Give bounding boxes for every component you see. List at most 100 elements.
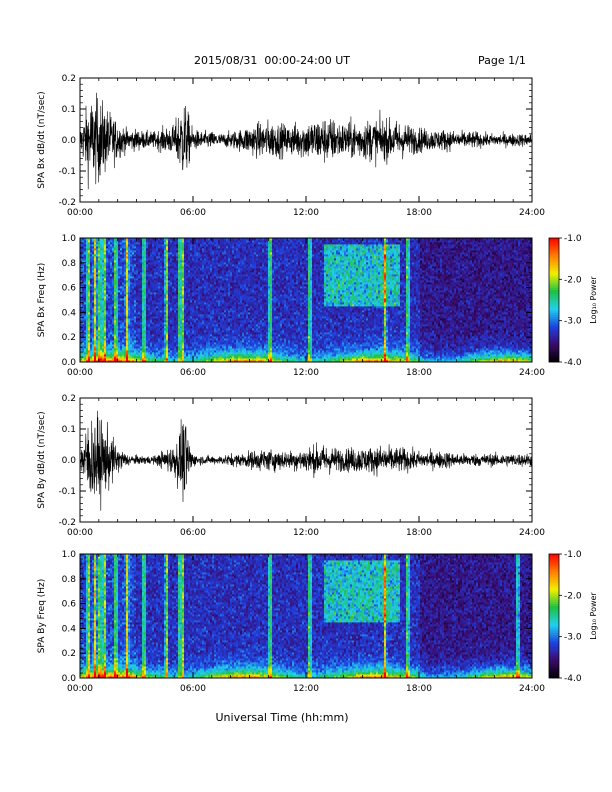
spectrogram-cell xyxy=(92,304,95,307)
spectrogram-cell xyxy=(108,242,111,245)
spectrogram-cell xyxy=(146,350,149,353)
spectrogram-cell xyxy=(172,284,175,287)
spectrogram-cell xyxy=(100,356,103,359)
spectrogram-cell xyxy=(86,246,89,249)
spectrogram-cell xyxy=(182,244,185,247)
spectrogram-cell xyxy=(106,358,109,361)
spectrogram-cell xyxy=(102,312,105,315)
spectrogram-cell xyxy=(134,284,137,287)
spectrogram-cell xyxy=(144,266,147,269)
spectrogram-cell xyxy=(142,290,145,293)
spectrogram-cell xyxy=(158,256,161,259)
spectrogram-cell xyxy=(80,282,83,285)
spectrogram-cell xyxy=(86,360,89,363)
spectrogram-cell xyxy=(172,308,175,311)
spectrogram-cell xyxy=(164,270,167,273)
spectrogram-cell xyxy=(160,252,163,255)
spectrogram-cell xyxy=(160,276,163,279)
spectrogram-cell xyxy=(154,240,157,243)
spectrogram-cell xyxy=(160,290,163,293)
spectrogram-cell xyxy=(128,314,131,317)
spectrogram-cell xyxy=(84,238,87,241)
spectrogram-cell xyxy=(92,270,95,273)
spectrogram-cell xyxy=(82,276,85,279)
spectrogram-cell xyxy=(126,342,129,345)
spectrogram-cell xyxy=(134,266,137,269)
spectrogram-cell xyxy=(152,270,155,273)
spectrogram-cell xyxy=(170,272,173,275)
spectrogram-cell xyxy=(118,310,121,313)
spectrogram-cell xyxy=(148,318,151,321)
spectrogram-cell xyxy=(112,262,115,265)
spectrogram-cell xyxy=(124,354,127,357)
spectrogram-cell xyxy=(134,280,137,283)
spectrogram-cell xyxy=(126,254,129,257)
spectrogram-cell xyxy=(80,244,83,247)
spectrogram-cell xyxy=(142,262,145,265)
spectrogram-cell xyxy=(136,356,139,359)
spectrogram-cell xyxy=(122,334,125,337)
spectrogram-cell xyxy=(136,330,139,333)
spectrogram-cell xyxy=(116,344,119,347)
spectrogram-cell xyxy=(152,358,155,361)
spectrogram-cell xyxy=(172,310,175,313)
spectrogram-cell xyxy=(166,308,169,311)
spectrogram-cell xyxy=(156,244,159,247)
spectrogram-cell xyxy=(150,338,153,341)
spectrogram-cell xyxy=(152,282,155,285)
spectrogram-cell xyxy=(136,282,139,285)
spectrogram-cell xyxy=(96,244,99,247)
spectrogram-cell xyxy=(100,296,103,299)
spectrogram-cell xyxy=(128,354,131,357)
spectrogram-cell xyxy=(176,288,179,291)
spectrogram-cell xyxy=(90,308,93,311)
spectrogram-cell xyxy=(150,282,153,285)
spectrogram-cell xyxy=(156,338,159,341)
spectrogram-cell xyxy=(150,316,153,319)
spectrogram-cell xyxy=(132,314,135,317)
spectrogram-cell xyxy=(144,310,147,313)
spectrogram-cell xyxy=(142,238,145,241)
spectrogram-cell xyxy=(154,356,157,359)
spectrogram-cell xyxy=(122,254,125,257)
spectrogram-cell xyxy=(134,300,137,303)
spectrogram-cell xyxy=(178,280,181,283)
spectrogram-cell xyxy=(120,240,123,243)
spectrogram-cell xyxy=(182,254,185,257)
spectrogram-cell xyxy=(164,248,167,251)
spectrogram-cell xyxy=(116,320,119,323)
spectrogram-cell xyxy=(146,306,149,309)
spectrogram-cell xyxy=(104,326,107,329)
spectrogram-cell xyxy=(120,352,123,355)
spectrogram-cell xyxy=(130,260,133,263)
spectrogram-cell xyxy=(128,248,131,251)
spectrogram-cell xyxy=(156,318,159,321)
spectrogram-cell xyxy=(100,270,103,273)
spectrogram-cell xyxy=(142,274,145,277)
spectrogram-cell xyxy=(166,270,169,273)
spectrogram-cell xyxy=(156,280,159,283)
spectrogram-cell xyxy=(88,336,91,339)
spectrogram-cell xyxy=(124,304,127,307)
spectrogram-cell xyxy=(180,292,183,295)
spectrogram-cell xyxy=(134,334,137,337)
spectrogram-cell xyxy=(102,358,105,361)
spectrogram-cell xyxy=(102,354,105,357)
spectrogram-cell xyxy=(108,246,111,249)
spectrogram-cell xyxy=(120,328,123,331)
spectrogram-cell xyxy=(142,344,145,347)
spectrogram-cell xyxy=(146,276,149,279)
spectrogram-cell xyxy=(152,296,155,299)
spectrogram-cell xyxy=(180,262,183,265)
spectrogram-cell xyxy=(164,244,167,247)
spectrogram-cell xyxy=(158,276,161,279)
spectrogram-cell xyxy=(88,284,91,287)
spectrogram-cell xyxy=(146,346,149,349)
spectrogram-cell xyxy=(100,318,103,321)
spectrogram-cell xyxy=(102,336,105,339)
spectrogram-cell xyxy=(86,252,89,255)
spectrogram-cell xyxy=(150,332,153,335)
spectrogram-cell xyxy=(94,280,97,283)
spectrogram-cell xyxy=(96,358,99,361)
spectrogram-cell xyxy=(114,320,117,323)
